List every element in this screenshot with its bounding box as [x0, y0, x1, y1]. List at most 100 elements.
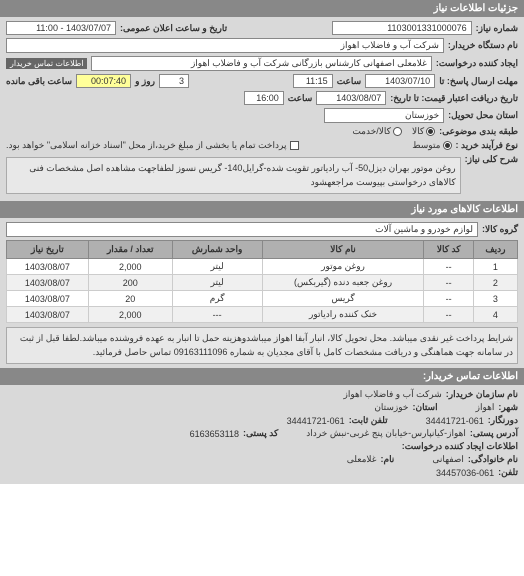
budget-type-label: طبقه بندی موضوعی:: [439, 126, 518, 137]
need-number-field: 1103001331000076: [332, 21, 472, 35]
requester-field: غلامعلی اصفهانی کارشناس بازرگانی شرکت آب…: [91, 56, 431, 71]
table-cell: --: [424, 275, 473, 291]
radio-icon: [426, 127, 435, 136]
postal-code-label: کد پستی:: [243, 428, 278, 439]
payment-note: پرداخت تمام یا بخشی از مبلغ خرید،از محل …: [6, 140, 286, 151]
goods-group-label: گروه کالا:: [482, 224, 518, 235]
radio-icon: [393, 127, 402, 136]
desc-box: روغن موتور بهران دیزل50- آب رادیاتور تقو…: [6, 157, 461, 194]
province-value: خوزستان: [374, 402, 408, 413]
phone-label: تلفن ثابت:: [349, 415, 388, 426]
hour-label-1: ساعت: [337, 76, 362, 87]
tel-label: تلفن:: [498, 467, 518, 478]
province-label: استان:: [412, 402, 437, 413]
table-cell: --: [424, 307, 473, 323]
req-creator-label: اطلاعات ایجاد کننده درخواست:: [402, 441, 518, 452]
buyer-name-label: نام دستگاه خریدار:: [448, 40, 518, 51]
deadline-time-field: 11:15: [293, 74, 333, 88]
contact-info-link[interactable]: اطلاعات تماس خریدار: [6, 58, 87, 69]
table-cell: 1403/08/07: [7, 259, 89, 275]
goods-body: گروه کالا: لوازم خودرو و ماشین آلات ردیف…: [0, 218, 524, 368]
section-header-need: جزئیات اطلاعات نیاز: [0, 0, 524, 17]
name-label: نام:: [381, 454, 395, 465]
section-header-contact: اطلاعات تماس خریدار:: [0, 368, 524, 385]
goods-table: ردیف کد کالا نام کالا واحد شمارش تعداد /…: [6, 240, 518, 323]
announce-field: 1403/07/07 - 11:00: [6, 21, 116, 35]
budget-goods-radio-wrap[interactable]: کالا: [412, 126, 435, 137]
table-cell: 1403/08/07: [7, 307, 89, 323]
postal-addr-value: اهواز-کیانپارس-خیابان پنج غربی-نبش خرداد: [306, 428, 466, 439]
table-row: 2--روغن جعبه دنده (گیربکس)لیتر2001403/08…: [7, 275, 518, 291]
budget-service-radio-wrap[interactable]: کالا/خدمت: [352, 126, 402, 137]
payment-checkbox[interactable]: [290, 141, 299, 150]
table-cell: 1403/08/07: [7, 291, 89, 307]
buyer-name-field: شرکت آب و فاضلاب اهواز: [6, 38, 444, 53]
table-cell: لیتر: [172, 275, 262, 291]
requester-label: ایجاد کننده درخواست:: [436, 58, 518, 69]
family-label: نام خانوادگی:: [468, 454, 518, 465]
table-row: 4--خنک کننده رادیاتور---2,0001403/08/07: [7, 307, 518, 323]
budget-goods-label: کالا: [412, 126, 424, 137]
table-cell: خنک کننده رادیاتور: [262, 307, 424, 323]
need-info-body: شماره نیاز: 1103001331000076 تاریخ و ساع…: [0, 17, 524, 201]
deadline-label: مهلت ارسال پاسخ: تا: [439, 76, 518, 87]
need-number-label: شماره نیاز:: [476, 23, 518, 34]
fax-label: دورنگار:: [488, 415, 518, 426]
col-qty: تعداد / مقدار: [88, 241, 172, 259]
table-cell: ---: [172, 307, 262, 323]
table-cell: روغن موتور: [262, 259, 424, 275]
table-cell: --: [424, 291, 473, 307]
contact-body: نام سازمان خریدار: شرکت آب و فاضلاب اهوا…: [0, 385, 524, 484]
table-cell: 200: [88, 275, 172, 291]
table-cell: 20: [88, 291, 172, 307]
remain-suffix-label: ساعت باقی مانده: [6, 76, 72, 87]
goods-group-field: لوازم خودرو و ماشین آلات: [6, 222, 478, 237]
delivery-from-label: تاریخ دریافت اعتبار قیمت: تا تاریخ:: [390, 93, 518, 104]
table-cell: گرم: [172, 291, 262, 307]
announce-label: تاریخ و ساعت اعلان عمومی:: [120, 23, 227, 34]
radio-icon: [443, 141, 452, 150]
family-value: اصفهانی: [432, 454, 464, 465]
col-code: کد کالا: [424, 241, 473, 259]
table-cell: 1: [473, 259, 517, 275]
process-medium-radio-wrap[interactable]: متوسط: [412, 140, 451, 151]
section-header-goods: اطلاعات کالاهای مورد نیاز: [0, 201, 524, 218]
table-cell: 2: [473, 275, 517, 291]
desc-label: شرح کلی نیاز:: [465, 154, 518, 165]
postal-addr-label: آدرس پستی:: [470, 428, 518, 439]
remain-time-field: 00:07:40: [76, 74, 131, 88]
city-value: اهواز: [476, 402, 495, 413]
col-date: تاریخ نیاز: [7, 241, 89, 259]
col-row: ردیف: [473, 241, 517, 259]
org-label: نام سازمان خریدار:: [446, 389, 518, 400]
org-value: شرکت آب و فاضلاب اهواز: [344, 389, 442, 400]
phone-value: 34441721-061: [287, 416, 345, 426]
remain-mid-label: روز و: [135, 76, 155, 87]
table-cell: 2,000: [88, 307, 172, 323]
table-row: 1--روغن موتورلیتر2,0001403/08/07: [7, 259, 518, 275]
table-cell: 1403/08/07: [7, 275, 89, 291]
conditions-box: شرایط پرداخت غیر نقدی میباشد. محل تحویل …: [6, 327, 518, 364]
table-cell: 2,000: [88, 259, 172, 275]
tel-value: 34457036-061: [436, 468, 494, 478]
process-label: نوع فرآیند خرید :: [456, 140, 519, 151]
table-row: 3--گریسگرم201403/08/07: [7, 291, 518, 307]
hour-label-2: ساعت: [288, 93, 313, 104]
table-cell: لیتر: [172, 259, 262, 275]
delivery-date-field: 1403/08/07: [316, 91, 386, 105]
col-name: نام کالا: [262, 241, 424, 259]
budget-service-label: کالا/خدمت: [352, 126, 391, 137]
deadline-date-field: 1403/07/10: [365, 74, 435, 88]
postal-code-value: 6163653118: [190, 429, 239, 439]
process-medium-label: متوسط: [412, 140, 440, 151]
fax-value: 34441721-061: [426, 416, 484, 426]
table-cell: 4: [473, 307, 517, 323]
table-cell: 3: [473, 291, 517, 307]
location-label: استان محل تحویل:: [448, 110, 518, 121]
location-field: خوزستان: [324, 108, 444, 123]
table-cell: روغن جعبه دنده (گیربکس): [262, 275, 424, 291]
city-label: شهر:: [498, 402, 518, 413]
delivery-time-field: 16:00: [244, 91, 284, 105]
name-value: غلامعلی: [347, 454, 377, 465]
col-unit: واحد شمارش: [172, 241, 262, 259]
